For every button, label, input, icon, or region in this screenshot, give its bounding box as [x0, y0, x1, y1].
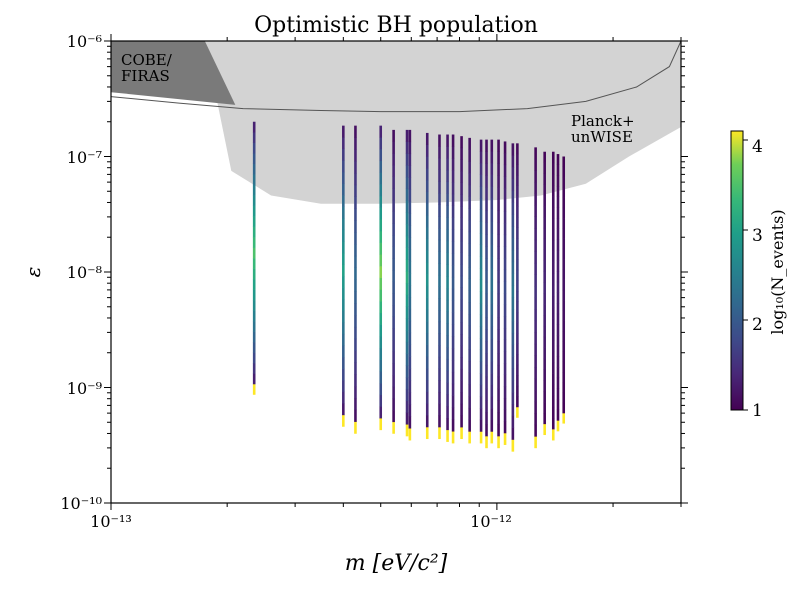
y-axis-label: ε [21, 267, 45, 278]
region-label-planck-unwise-line1: Planck+ [571, 112, 635, 130]
chart-title: Optimistic BH population [254, 13, 538, 38]
colorbar-tick-label-2: 2 [752, 315, 763, 335]
colorbar-label: log₁₀(N_events) [768, 209, 787, 334]
region-planck-unwise [204, 41, 681, 204]
colorbar-ticks [743, 139, 748, 411]
region-label-cobe-firas-line2: FIRAS [121, 67, 170, 85]
y-tick-label-1e-6: 10⁻⁶ [67, 32, 102, 51]
colorbar [730, 130, 744, 411]
axis-ticks [104, 34, 688, 510]
y-tick-label-1e-9: 10⁻⁹ [67, 379, 103, 398]
colorbar-tick-label-1: 1 [752, 401, 763, 421]
y-tick-label-1e-8: 10⁻⁸ [67, 263, 102, 282]
region-label-cobe-firas-line1: COBE/ [121, 51, 173, 69]
planck-unwise-outline [111, 41, 681, 113]
x-tick-label-1e-13: 10⁻¹³ [90, 512, 132, 531]
y-tick-label-1e-10: 10⁻¹⁰ [60, 494, 102, 513]
colorbar-tick-label-4: 4 [752, 137, 763, 157]
x-axis-label: m [eV/c²] [345, 551, 448, 576]
y-tick-label-1e-7: 10⁻⁷ [67, 148, 102, 167]
region-cobe-firas [111, 41, 236, 105]
colorbar-tick-label-3: 3 [752, 226, 763, 246]
x-tick-label-1e-12: 10⁻¹² [470, 512, 512, 531]
excluded-regions [111, 41, 681, 204]
data-lines [252, 121, 566, 452]
region-label-planck-unwise-line2: unWISE [571, 128, 633, 146]
